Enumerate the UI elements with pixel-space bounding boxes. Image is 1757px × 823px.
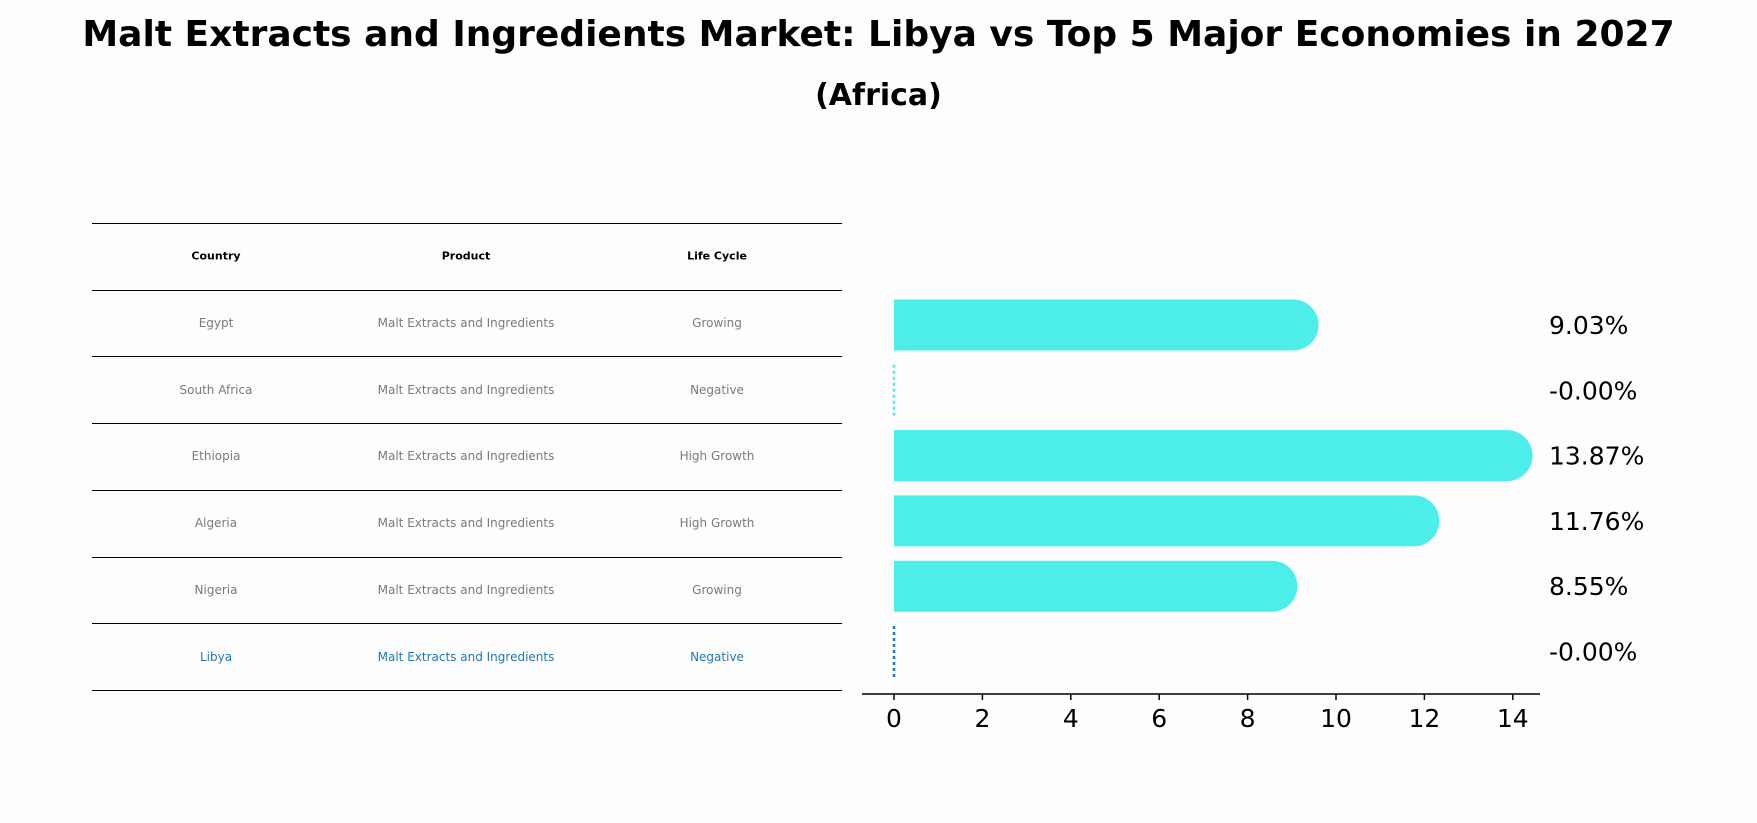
- bar-nigeria: [894, 560, 1298, 612]
- table-rule: [92, 423, 842, 425]
- table-rule: [92, 223, 842, 224]
- chart-subtitle: (Africa): [815, 78, 942, 113]
- table-cell: Malt Extracts and Ingredients: [377, 382, 555, 397]
- table-cell: South Africa: [179, 382, 253, 397]
- table-cell: Growing: [692, 316, 742, 331]
- table-rule: [92, 623, 842, 625]
- x-tick-label: 2: [974, 704, 990, 733]
- table-cell: Negative: [690, 649, 744, 664]
- table-cell: Negative: [690, 382, 744, 397]
- x-tick-label: 14: [1497, 704, 1529, 733]
- chart-title: Malt Extracts and Ingredients Market: Li…: [82, 14, 1675, 55]
- value-label: 13.87%: [1549, 442, 1644, 471]
- table-rule: [92, 689, 842, 691]
- x-tick-label: 10: [1320, 704, 1352, 733]
- table-rule: [92, 356, 842, 358]
- table-cell: Malt Extracts and Ingredients: [377, 316, 555, 331]
- table-cell: Algeria: [194, 516, 238, 531]
- table-cell: Libya: [199, 649, 233, 664]
- table-cell: Malt Extracts and Ingredients: [377, 449, 555, 464]
- x-tick-label: 0: [886, 704, 902, 733]
- table-cell: High Growth: [679, 449, 755, 464]
- table-cell: High Growth: [679, 516, 755, 531]
- table-header-cell: Life Cycle: [687, 249, 747, 263]
- table-cell: Egypt: [198, 316, 234, 331]
- table-rule: [92, 489, 842, 491]
- table-cell: Malt Extracts and Ingredients: [377, 649, 555, 664]
- x-tick-label: 8: [1240, 704, 1256, 733]
- table-cell: Ethiopia: [191, 449, 241, 464]
- table-rule: [92, 556, 842, 558]
- value-label: 9.03%: [1549, 311, 1628, 340]
- bar-ethiopia: [894, 430, 1533, 482]
- bar-algeria: [894, 495, 1440, 547]
- table-rule: [92, 289, 842, 291]
- value-label: -0.00%: [1549, 638, 1637, 667]
- x-tick-label: 12: [1408, 704, 1440, 733]
- x-tick-label: 6: [1151, 704, 1167, 733]
- table-cell: Malt Extracts and Ingredients: [377, 582, 555, 597]
- table-cell: Growing: [692, 582, 742, 597]
- value-label: 8.55%: [1549, 572, 1628, 601]
- table-header-cell: Product: [441, 249, 491, 263]
- value-label: 11.76%: [1549, 507, 1644, 536]
- value-label: -0.00%: [1549, 376, 1637, 405]
- table-cell: Nigeria: [194, 582, 238, 597]
- x-tick-label: 4: [1063, 704, 1079, 733]
- table-cell: Malt Extracts and Ingredients: [377, 516, 555, 531]
- bar-egypt: [894, 299, 1319, 351]
- table-header-cell: Country: [191, 249, 241, 263]
